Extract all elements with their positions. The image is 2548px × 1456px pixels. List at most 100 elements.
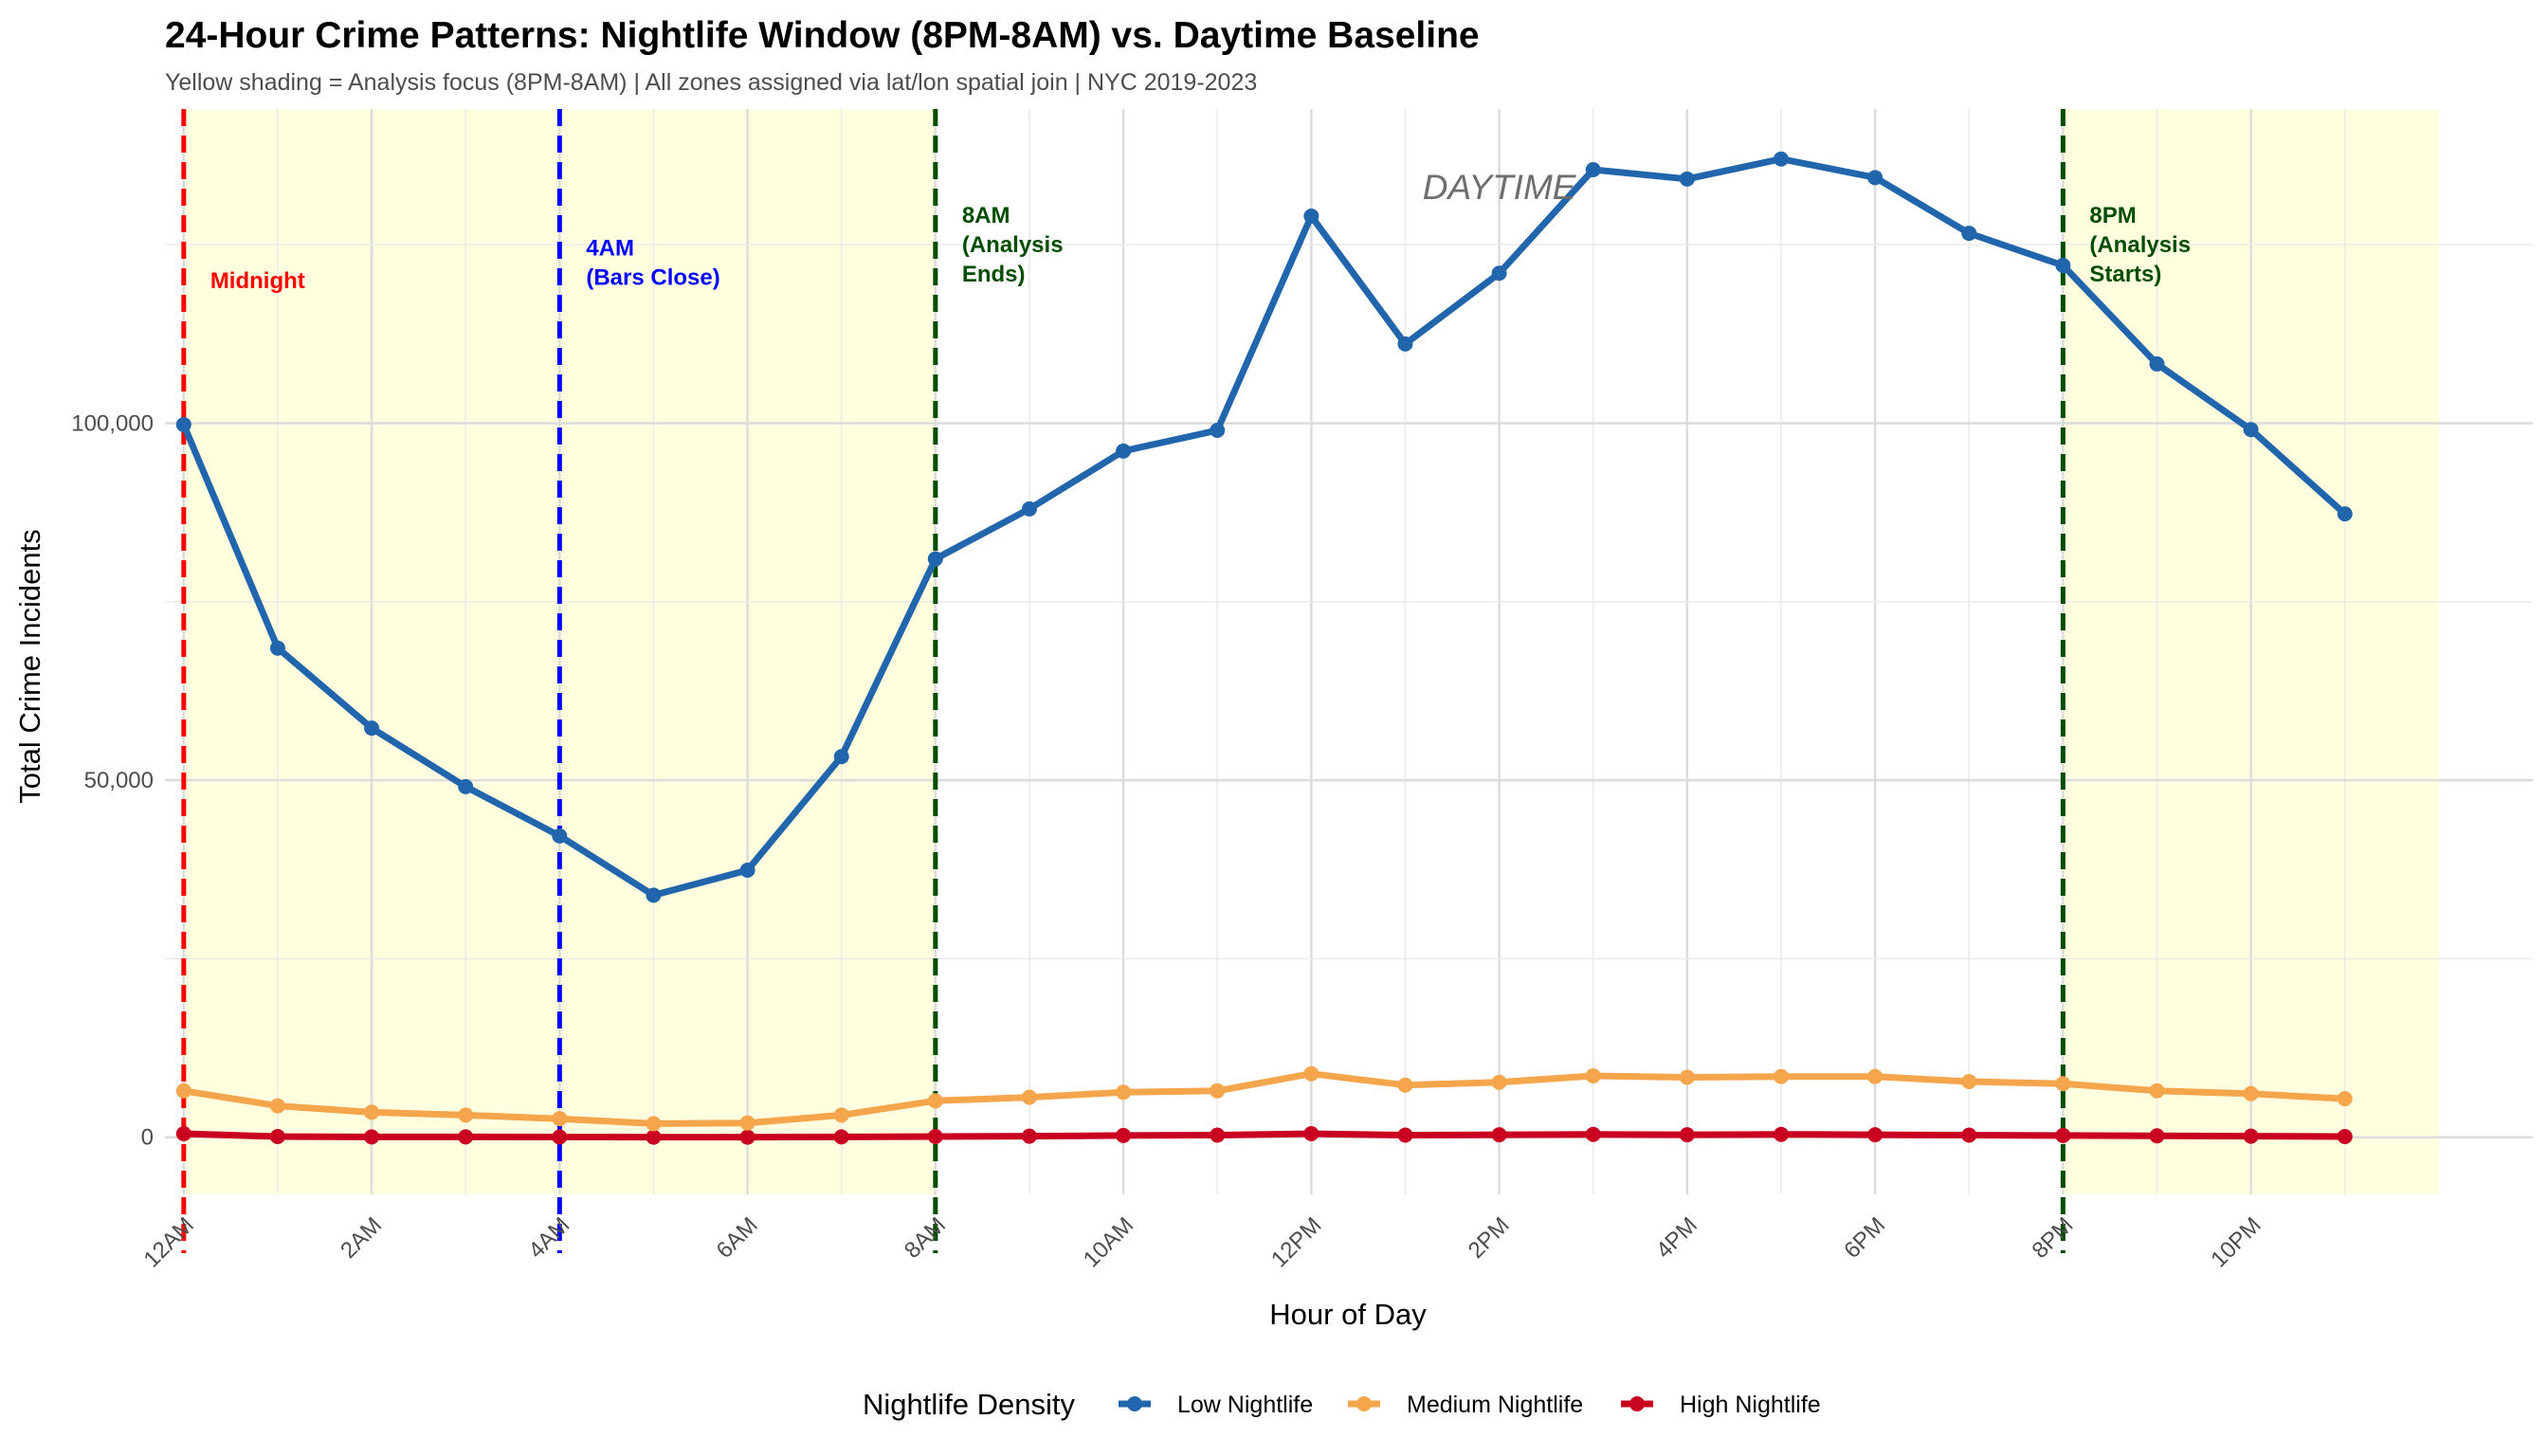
data-point — [1303, 1065, 1320, 1082]
series-line — [180, 155, 2349, 899]
series-line — [180, 1070, 2349, 1127]
x-tick-label: 4PM — [1651, 1212, 1702, 1264]
reference-lines — [181, 109, 2066, 1253]
x-tick-label: 2AM — [336, 1212, 387, 1264]
data-point — [646, 1129, 662, 1145]
reference-line-label: 4AM (Bars Close) — [586, 235, 719, 290]
daytime-annotation: DAYTIME — [1423, 168, 1577, 207]
data-point — [739, 863, 755, 879]
legend-title: Nightlife Density — [863, 1388, 1075, 1421]
data-point — [833, 1129, 849, 1145]
data-point — [552, 828, 568, 844]
data-point — [175, 416, 191, 432]
legend-label: Medium Nightlife — [1407, 1392, 1583, 1418]
data-point — [1961, 1073, 1977, 1089]
data-point — [1021, 500, 1037, 517]
data-point — [2149, 1083, 2165, 1099]
chart-title: 24-Hour Crime Patterns: Nightlife Window… — [165, 15, 1480, 56]
y-tick-label: 50,000 — [84, 768, 154, 793]
data-point — [1773, 151, 1789, 167]
x-tick-label: 10AM — [1079, 1212, 1138, 1272]
x-axis-ticks: 12AM 2AM 4AM 6AM 8AM 10AM 12PM 2PM 4PM 6PM 8PM 10PM — [139, 1212, 2266, 1272]
plot-area: Midnight 4AM (Bars Close) 8AM (Analysis Ends)… — [165, 109, 2533, 1253]
data-point — [1961, 1127, 1977, 1143]
data-point — [269, 1098, 285, 1114]
data-point — [739, 1129, 755, 1145]
legend-swatch-point — [1127, 1396, 1142, 1411]
series-line — [180, 1130, 2349, 1141]
data-point — [1679, 1069, 1695, 1085]
data-point — [2055, 1076, 2071, 1092]
data-point — [1491, 265, 1507, 282]
data-point — [269, 1128, 285, 1144]
x-tick-label: 6AM — [712, 1212, 763, 1264]
data-point — [1491, 1127, 1507, 1143]
data-point — [552, 1129, 568, 1145]
data-point — [269, 640, 285, 656]
data-point — [1397, 1077, 1413, 1093]
legend-swatch-point — [1356, 1396, 1372, 1411]
legend-items: Low Nightlife Medium Nightlife High Nightl… — [1119, 1392, 1821, 1418]
x-tick-label: 8PM — [2027, 1212, 2078, 1264]
x-tick-label: 6PM — [1839, 1212, 1890, 1264]
data-point — [364, 1129, 380, 1145]
data-point — [1210, 1127, 1226, 1143]
data-point — [1303, 208, 1320, 224]
data-point — [927, 1128, 943, 1144]
reference-line-label: 8AM (Analysis Ends) — [962, 203, 1064, 287]
data-point — [1210, 422, 1226, 438]
data-point — [833, 749, 849, 765]
data-point — [2337, 506, 2353, 522]
data-point — [646, 1116, 662, 1132]
x-tick-label: 10PM — [2206, 1212, 2266, 1272]
data-point — [2337, 1128, 2353, 1144]
data-point — [1397, 1127, 1413, 1143]
data-point — [1773, 1068, 1789, 1084]
data-point — [1867, 1127, 1884, 1143]
data-point — [1773, 1126, 1789, 1142]
data-point — [1585, 1067, 1601, 1083]
data-point — [927, 1093, 943, 1109]
x-axis-title: Hour of Day — [1269, 1298, 1427, 1331]
data-point — [739, 1115, 755, 1131]
data-point — [552, 1111, 568, 1127]
data-point — [175, 1083, 191, 1099]
data-point — [175, 1125, 191, 1141]
data-point — [364, 1104, 380, 1120]
data-point — [1397, 336, 1413, 352]
data-point — [1116, 1127, 1132, 1143]
data-point — [1021, 1089, 1037, 1105]
x-tick-label: 12PM — [1266, 1212, 1326, 1272]
data-series — [175, 151, 2353, 1145]
legend: Nightlife Density Low Nightlife Medium Ni… — [863, 1388, 1821, 1421]
data-point — [458, 778, 474, 794]
x-tick-label: 8AM — [900, 1212, 951, 1264]
x-tick-label: 4AM — [523, 1212, 574, 1264]
y-axis-ticks: 0 50,000 100,000 — [71, 410, 154, 1150]
data-point — [2055, 1127, 2071, 1143]
data-point — [927, 551, 943, 567]
data-point — [2149, 1128, 2165, 1144]
data-point — [1116, 443, 1132, 459]
data-point — [1585, 162, 1601, 178]
chart-subtitle: Yellow shading = Analysis focus (8PM-8AM… — [165, 69, 1257, 96]
data-point — [2243, 1128, 2259, 1144]
data-point — [458, 1129, 474, 1145]
data-point — [1491, 1074, 1507, 1090]
data-point — [2243, 422, 2259, 438]
data-point — [1116, 1084, 1132, 1101]
legend-swatch-point — [1629, 1396, 1645, 1411]
y-tick-label: 100,000 — [71, 410, 154, 436]
legend-label: High Nightlife — [1680, 1392, 1821, 1418]
reference-line-label: 8PM (Analysis Starts) — [2089, 203, 2191, 287]
data-point — [458, 1107, 474, 1123]
y-tick-label: 0 — [141, 1125, 154, 1151]
data-point — [1679, 171, 1695, 187]
x-tick-label: 2PM — [1464, 1212, 1515, 1264]
reference-line-label: Midnight — [210, 268, 305, 294]
data-point — [364, 720, 380, 737]
data-point — [1961, 226, 1977, 242]
x-tick-label: 12AM — [139, 1212, 199, 1272]
data-point — [1303, 1125, 1320, 1141]
